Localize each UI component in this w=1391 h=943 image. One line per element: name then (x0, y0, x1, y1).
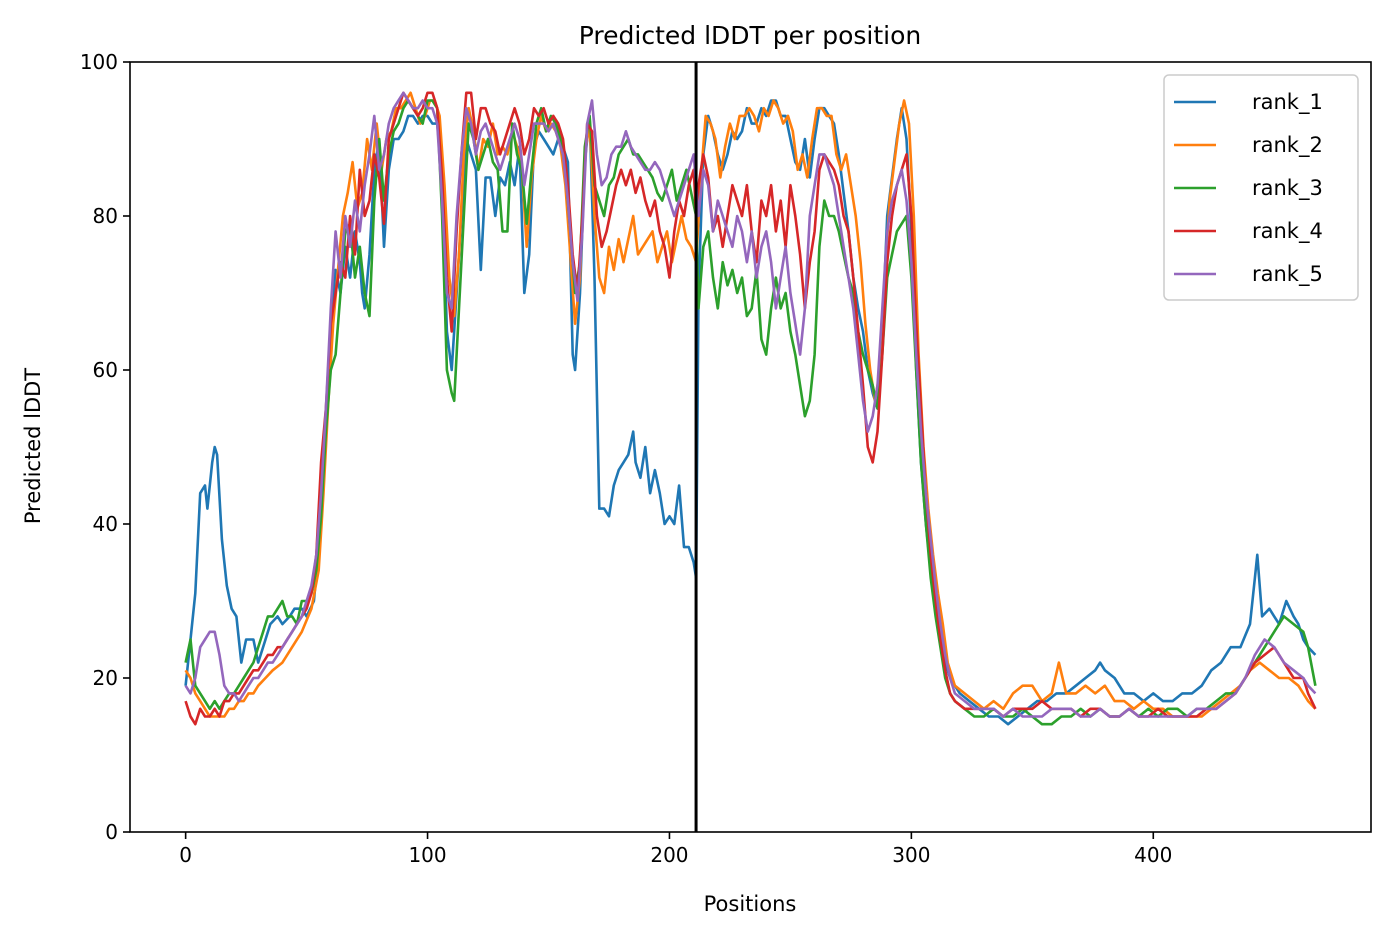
y-tick-label: 60 (93, 358, 118, 382)
series-line-rank-2 (184, 91, 1317, 718)
y-tick-label: 0 (105, 820, 118, 844)
x-tick-label: 400 (1134, 843, 1172, 867)
axis-ticks: 0 100 200 300 400 0 20 40 60 80 100 (80, 50, 1173, 867)
y-tick-label: 40 (93, 512, 118, 536)
series-line-rank-1 (184, 99, 1317, 726)
plot-frame (129, 61, 1372, 833)
y-tick-label: 20 (93, 666, 118, 690)
legend-label: rank_2 (1252, 133, 1323, 158)
x-tick-label: 100 (408, 843, 446, 867)
legend-label: rank_1 (1252, 90, 1323, 115)
x-tick-label: 0 (179, 843, 192, 867)
legend-label: rank_3 (1252, 176, 1323, 201)
legend-label: rank_5 (1252, 262, 1323, 287)
legend: rank_1 rank_2 rank_3 rank_4 rank_5 (1163, 74, 1359, 301)
x-axis-title: Positions (704, 892, 797, 916)
x-tick-label: 200 (650, 843, 688, 867)
y-axis-title: Predicted lDDT (21, 368, 45, 524)
x-tick-label: 300 (892, 843, 930, 867)
y-tick-label: 80 (93, 204, 118, 228)
chart-title: Predicted lDDT per position (579, 21, 921, 50)
y-tick-label: 100 (80, 50, 118, 74)
series-line-rank-5 (184, 91, 1317, 718)
legend-label: rank_4 (1252, 219, 1323, 244)
legend-box (1163, 74, 1359, 301)
plot-lines (184, 62, 1317, 832)
